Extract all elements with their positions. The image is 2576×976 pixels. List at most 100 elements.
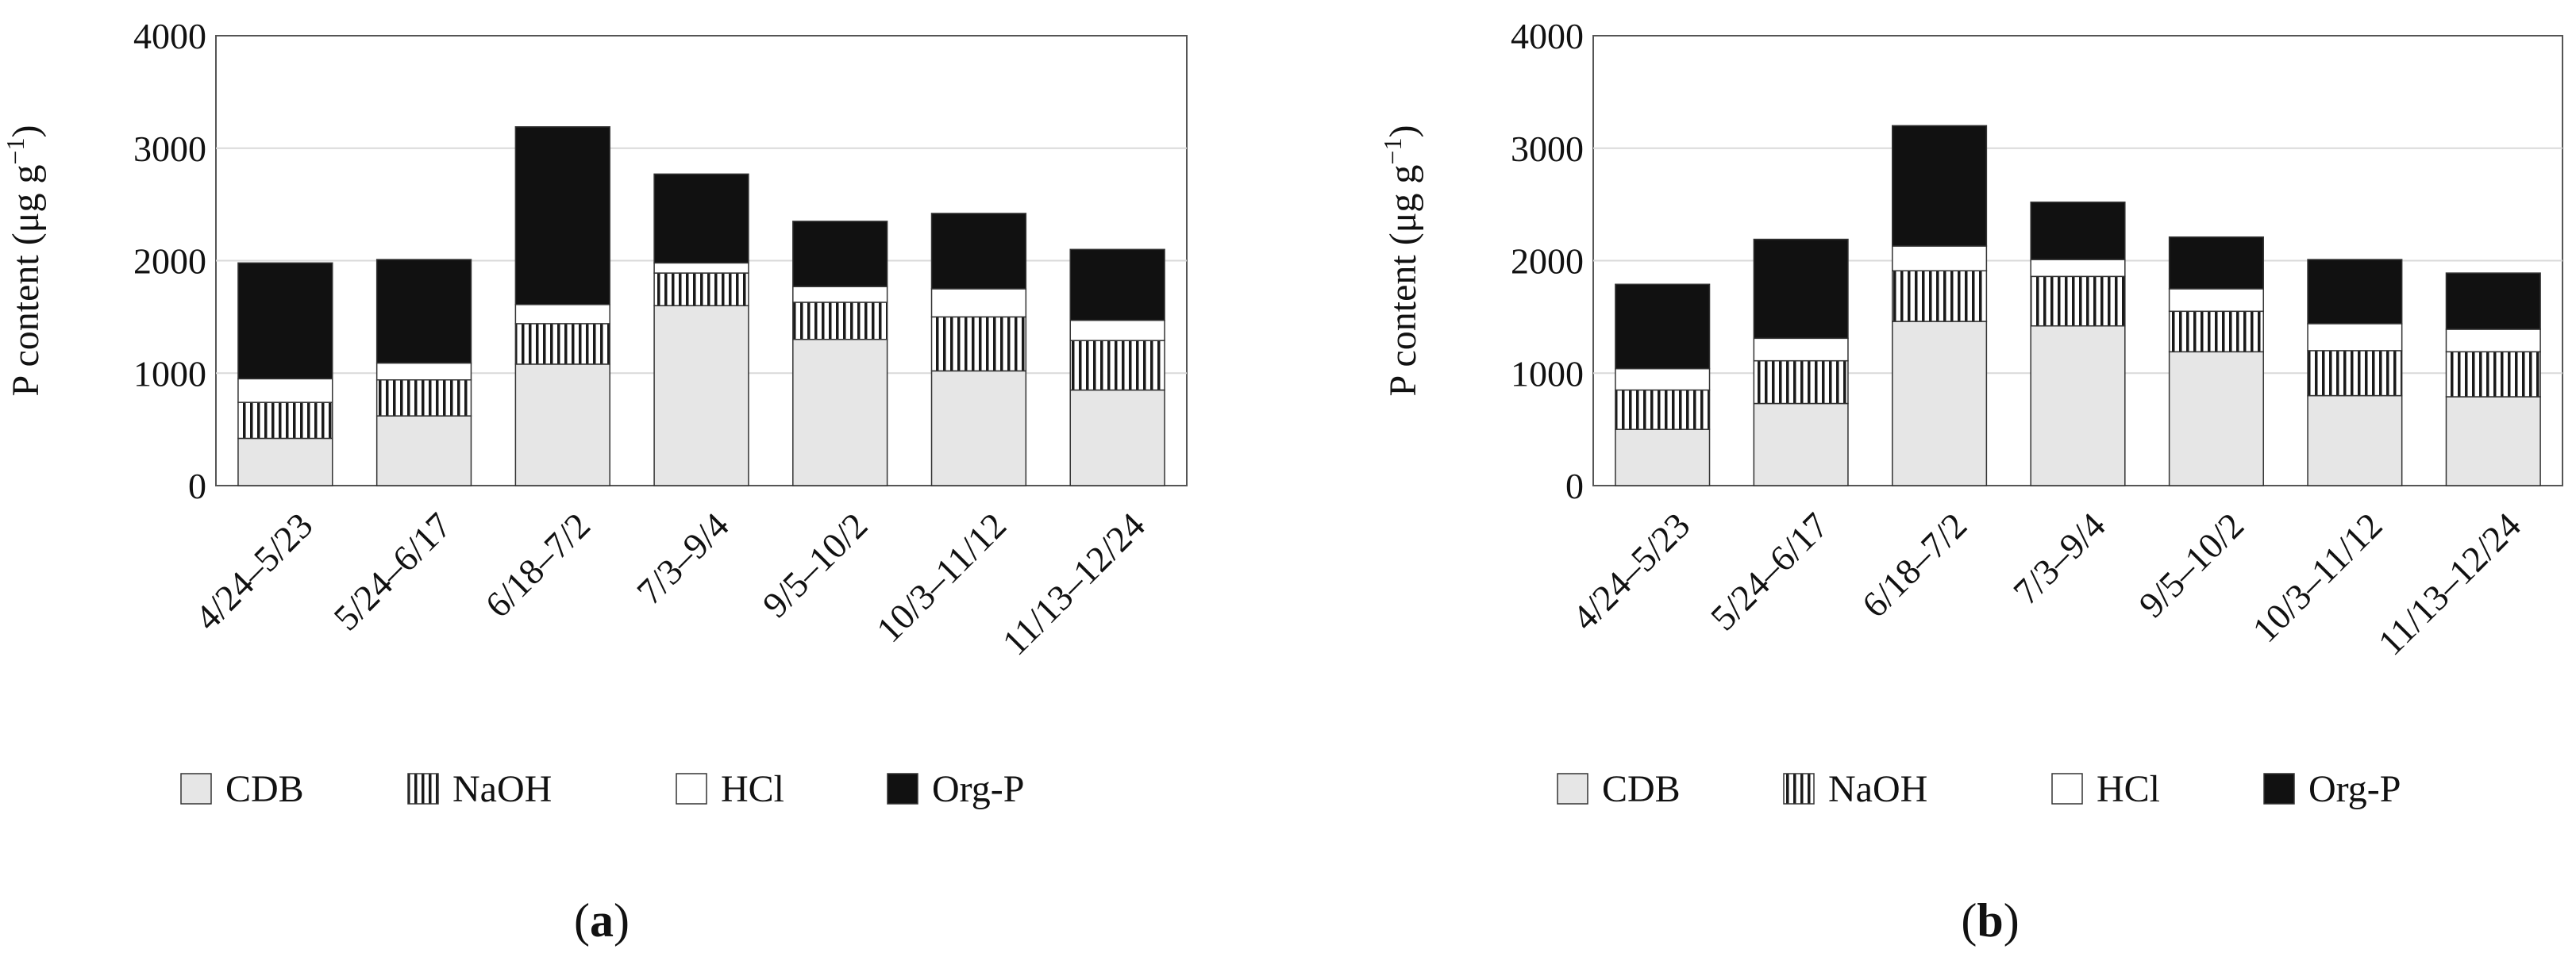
y-tick-label: 1000: [1511, 353, 1584, 394]
bar-hcl-5: [2307, 323, 2403, 352]
y-tick-label: 4000: [133, 16, 206, 56]
x-tick-label: 7/3–9/4: [2005, 505, 2112, 612]
bar-org-p-2: [1892, 125, 1988, 247]
legend-item-cdb: CDB: [1557, 768, 1681, 810]
bar-naoh-4: [792, 302, 888, 340]
bar-naoh-5: [930, 316, 1027, 372]
bar-cdb-3: [653, 305, 749, 486]
bar-hcl-3: [2030, 259, 2126, 278]
panel-label-letter: a: [590, 894, 614, 947]
bar-naoh-1: [1753, 359, 1849, 405]
x-tick-label: 11/13–12/24: [2370, 505, 2528, 663]
bar-org-p-4: [792, 221, 888, 287]
bar-org-p-5: [2307, 259, 2403, 325]
x-tick-label: 9/5–10/2: [2131, 505, 2251, 625]
bar-cdb-2: [1892, 321, 1988, 486]
x-tick-label: 5/24–6/17: [1703, 505, 1836, 638]
legend-item-cdb: CDB: [180, 768, 304, 810]
legend-label: CDB: [1602, 768, 1681, 810]
bar-hcl-3: [653, 262, 749, 274]
y-axis-title-main: P content (μg g: [5, 165, 47, 397]
bar-hcl-1: [1753, 337, 1849, 362]
bar-hcl-6: [2445, 329, 2541, 353]
x-tick-label: 9/5–10/2: [755, 505, 876, 625]
legend-swatch: [407, 773, 439, 805]
legend-swatch: [1557, 773, 1588, 805]
bar-naoh-5: [2307, 350, 2403, 397]
x-tick-label: 4/24–5/23: [187, 505, 321, 638]
bar-naoh-0: [1615, 389, 1711, 430]
legend-swatch: [2051, 773, 2083, 805]
y-axis-title-end: ): [1382, 125, 1424, 138]
bar-org-p-0: [1615, 283, 1711, 370]
legend-label: HCl: [2097, 768, 2160, 810]
bar-naoh-3: [2030, 275, 2126, 327]
panel-label-open: (: [574, 894, 590, 947]
bar-cdb-5: [930, 370, 1027, 486]
legend-label: CDB: [225, 768, 304, 810]
y-tick-label: 1000: [133, 353, 206, 394]
bar-hcl-0: [1615, 367, 1711, 391]
y-axis-title: P content (μg g−1): [1378, 125, 1424, 397]
bar-cdb-0: [1615, 428, 1711, 486]
y-axis-title-superscript: −1: [1, 138, 29, 165]
x-tick-label: 7/3–9/4: [629, 505, 736, 612]
bar-cdb-5: [2307, 394, 2403, 486]
legend-swatch: [2263, 773, 2295, 805]
panel-label-letter: b: [1977, 894, 2003, 947]
bar-org-p-6: [1069, 248, 1165, 321]
x-tick-label: 10/3–11/12: [868, 505, 1014, 650]
legend-label: Org-P: [2308, 768, 2401, 810]
legend-label: NaOH: [452, 768, 552, 810]
legend-swatch: [676, 773, 707, 805]
y-tick-label: 0: [188, 466, 206, 506]
panel-label: (a): [574, 894, 630, 947]
legend-item-hcl: HCl: [2051, 768, 2160, 810]
bar-hcl-0: [237, 378, 333, 403]
y-axis-title-superscript: −1: [1378, 138, 1407, 165]
legend-item-org-p: Org-P: [2263, 768, 2401, 810]
bar-org-p-5: [930, 213, 1027, 290]
bar-hcl-2: [514, 304, 610, 325]
panel-label-open: (: [1961, 894, 1977, 947]
bar-org-p-3: [653, 173, 749, 264]
bar-cdb-6: [2445, 396, 2541, 486]
bar-cdb-4: [792, 338, 888, 486]
y-tick-label: 2000: [133, 241, 206, 282]
x-tick-label: 6/18–7/2: [477, 505, 598, 625]
bar-cdb-1: [375, 415, 472, 486]
bar-naoh-0: [237, 402, 333, 440]
bar-naoh-2: [514, 323, 610, 365]
bar-hcl-4: [792, 286, 888, 303]
bar-hcl-6: [1069, 319, 1165, 341]
legend-label: HCl: [721, 768, 784, 810]
bar-naoh-1: [375, 379, 472, 417]
legend-swatch: [887, 773, 918, 805]
bar-org-p-6: [2445, 272, 2541, 330]
bar-cdb-2: [514, 363, 610, 486]
y-tick-label: 2000: [1511, 241, 1584, 282]
x-tick-label: 4/24–5/23: [1564, 505, 1697, 638]
bar-naoh-2: [1892, 270, 1988, 322]
y-tick-label: 4000: [1511, 16, 1584, 56]
bar-naoh-3: [653, 272, 749, 306]
legend-label: NaOH: [1828, 768, 1927, 810]
bar-cdb-0: [237, 437, 333, 486]
bar-org-p-2: [514, 126, 610, 305]
legend-swatch: [1783, 773, 1815, 805]
bar-hcl-2: [1892, 245, 1988, 272]
panel-label: (b): [1961, 894, 2019, 947]
panel-label-close: ): [614, 894, 630, 947]
y-axis-title-end: ): [5, 125, 47, 138]
chart-panel-a: 0 1000 2000 3000 4000 P content (μg g−1) 4/24–…: [1, 16, 1188, 947]
y-axis-title: P content (μg g−1): [1, 125, 47, 397]
legend-item-org-p: Org-P: [887, 768, 1024, 810]
bar-org-p-4: [2168, 236, 2264, 290]
bar-naoh-6: [1069, 340, 1165, 391]
legend-item-naoh: NaOH: [407, 768, 552, 810]
legend-item-naoh: NaOH: [1783, 768, 1927, 810]
bar-naoh-6: [2445, 351, 2541, 398]
x-tick-label: 5/24–6/17: [325, 505, 459, 638]
panel-label-close: ): [2004, 894, 2020, 947]
